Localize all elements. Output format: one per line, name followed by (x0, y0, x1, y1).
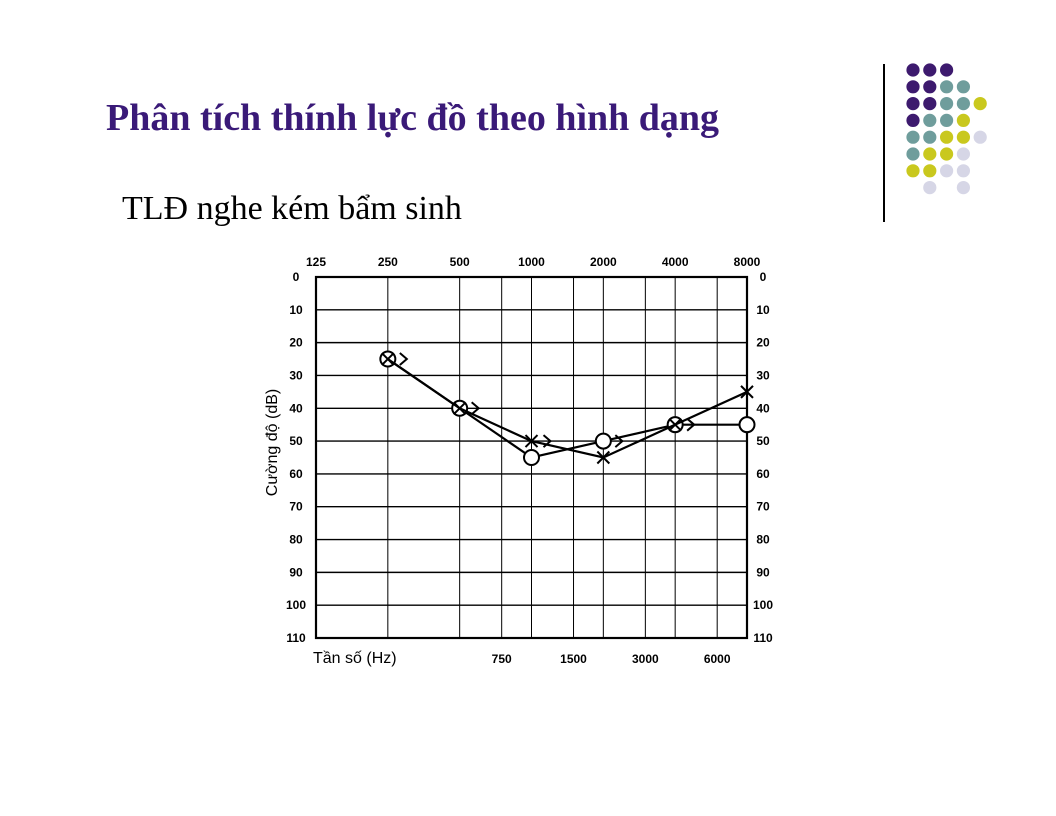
x-tick-label-bottom: 3000 (632, 652, 659, 666)
x-tick-label-bottom: 750 (492, 652, 512, 666)
x-axis-title: Tần số (Hz) (313, 650, 397, 667)
point-bracket (614, 434, 624, 448)
slide-subtitle: TLĐ nghe kém bẩm sinh (122, 190, 462, 227)
y-tick-label-right: 40 (756, 401, 770, 415)
plot-frame (314, 275, 749, 640)
y-tick-label-left: 50 (289, 434, 303, 448)
point-circle (523, 449, 540, 466)
y-tick-label-left: 90 (289, 565, 303, 579)
point-circle (738, 416, 756, 434)
y-tick-label-right: 110 (753, 631, 773, 645)
y-tick-label-left: 20 (289, 336, 303, 350)
y-tick-label-left: 80 (289, 533, 303, 547)
y-tick-label-left: 100 (286, 598, 306, 612)
y-tick-label-right: 100 (753, 598, 773, 612)
x-tick-label-top: 2000 (590, 255, 617, 269)
y-tick-label-right: 0 (760, 270, 767, 284)
x-tick-label-top: 125 (306, 255, 326, 269)
y-tick-label-left: 60 (289, 467, 303, 481)
point-x (668, 417, 682, 432)
x-tick-label-top: 4000 (662, 255, 689, 269)
title-divider-line (883, 64, 885, 222)
x-tick-label-top: 8000 (734, 255, 761, 269)
x-tick-label-top: 1000 (518, 255, 545, 269)
point-bracket (542, 434, 553, 448)
point-x (452, 401, 467, 415)
y-tick-label-left: 40 (289, 401, 303, 415)
y-tick-label-right: 20 (756, 336, 770, 350)
point-circle (594, 432, 612, 450)
x-tick-label-bottom: 1500 (560, 652, 587, 666)
y-tick-label-left: 70 (289, 500, 303, 514)
point-x (381, 352, 395, 366)
x-tick-label-bottom: 6000 (704, 652, 731, 666)
y-axis-title: Cường độ (dB) (264, 389, 281, 496)
y-tick-label-left: 0 (293, 270, 300, 284)
point-bracket (471, 401, 481, 416)
x-tick-label-top: 500 (450, 255, 470, 269)
point-bracket (399, 352, 409, 366)
y-tick-label-right: 80 (756, 533, 770, 547)
y-tick-label-right: 70 (756, 500, 770, 514)
series-bracket (399, 352, 696, 448)
y-tick-label-right: 90 (756, 565, 770, 579)
y-tick-label-right: 50 (756, 434, 770, 448)
y-tick-label-right: 60 (756, 467, 770, 481)
slide-title: Phân tích thính lực đồ theo hình dạng (106, 97, 720, 139)
y-tick-label-right: 10 (756, 303, 770, 317)
point-x (740, 385, 754, 399)
point-x (596, 450, 611, 465)
y-tick-label-left: 10 (289, 303, 303, 317)
x-tick-label-top: 250 (378, 255, 398, 269)
y-tick-label-left: 110 (286, 631, 306, 645)
y-tick-label-right: 30 (756, 368, 770, 382)
point-bracket (686, 417, 696, 432)
y-tick-label-left: 30 (289, 368, 303, 382)
point-x (524, 434, 539, 448)
